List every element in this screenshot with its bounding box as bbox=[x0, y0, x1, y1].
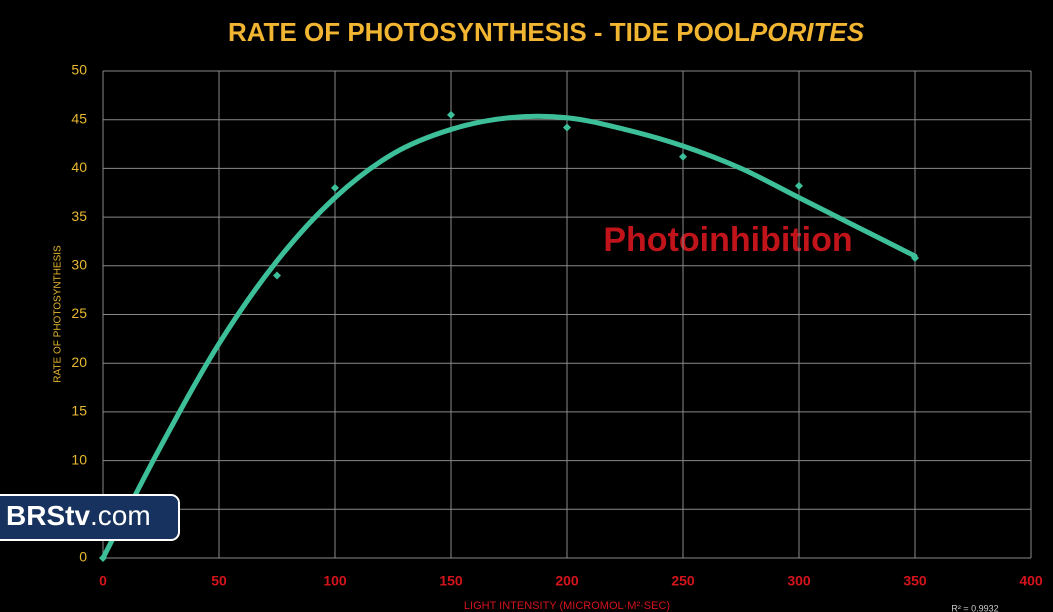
y-tick-label: 40 bbox=[71, 159, 87, 175]
trendline bbox=[100, 113, 918, 561]
x-tick-label: 150 bbox=[439, 573, 463, 589]
logo-domain: .com bbox=[90, 500, 151, 531]
y-tick-label: 35 bbox=[71, 208, 87, 224]
y-tick-label: 10 bbox=[71, 451, 87, 467]
y-tick-label: 20 bbox=[71, 354, 87, 370]
data-point bbox=[911, 254, 919, 263]
y-tick-label: 45 bbox=[71, 110, 87, 126]
x-tick-label: 100 bbox=[323, 573, 347, 589]
x-tick-label: 300 bbox=[787, 573, 811, 589]
x-tick-label: 0 bbox=[99, 573, 107, 589]
y-tick-label: 30 bbox=[71, 257, 87, 273]
y-tick-label: 25 bbox=[71, 305, 87, 321]
x-tick-label: 50 bbox=[211, 573, 227, 589]
r-squared: R² = 0.9932 bbox=[951, 603, 998, 612]
data-point bbox=[795, 181, 803, 190]
data-point bbox=[679, 152, 687, 161]
x-tick-label: 400 bbox=[1019, 573, 1043, 589]
y-tick-label: 15 bbox=[71, 403, 87, 419]
data-point bbox=[331, 183, 339, 192]
grid bbox=[102, 70, 1032, 559]
logo-box bbox=[0, 494, 180, 541]
x-tick-label: 350 bbox=[903, 573, 927, 589]
data-point bbox=[273, 271, 281, 280]
x-axis-label: LIGHT INTENSITY (MICROMOL·M²·SEC) bbox=[464, 600, 670, 612]
logo-brand: BRStv bbox=[6, 500, 90, 531]
logo-text: BRStv.com bbox=[6, 500, 151, 531]
chart-title-italic: PORITES bbox=[750, 17, 865, 47]
chart-title: RATE OF PHOTOSYNTHESIS - TIDE POOL bbox=[228, 17, 750, 47]
y-tick-label: 50 bbox=[71, 62, 87, 78]
y-tick-label: 0 bbox=[79, 549, 87, 565]
annotation: Photoinhibition bbox=[603, 221, 852, 259]
data-point bbox=[447, 110, 455, 119]
y-axis-label: RATE OF PHOTOSYNTHESIS bbox=[53, 245, 64, 383]
data-point bbox=[563, 123, 571, 132]
x-tick-label: 250 bbox=[671, 573, 695, 589]
logo: BRStv.com bbox=[0, 494, 180, 541]
x-tick-label: 200 bbox=[555, 573, 579, 589]
data-point bbox=[99, 554, 107, 562]
